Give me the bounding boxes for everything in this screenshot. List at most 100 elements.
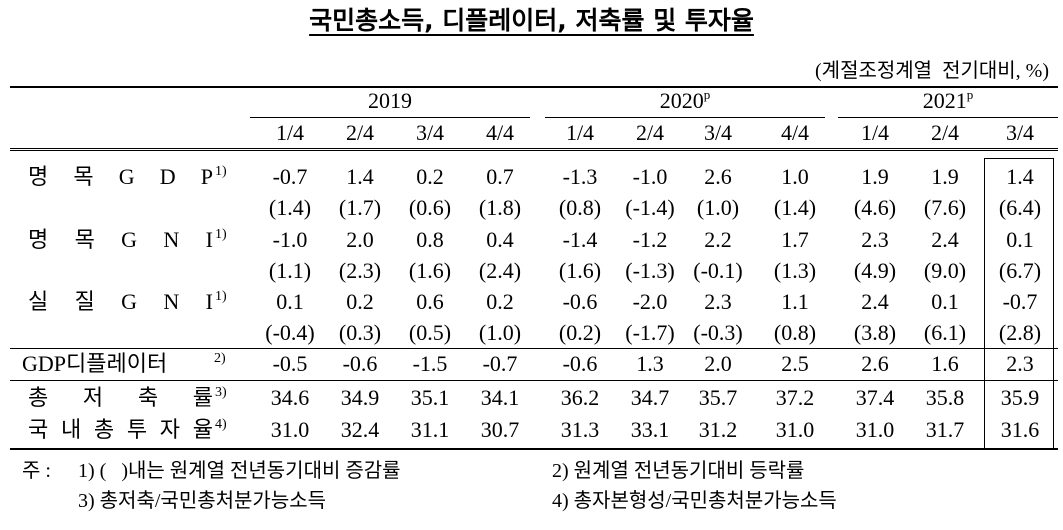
unit: (계절조정계열 전기대비, %) bbox=[815, 60, 1049, 82]
cell-yoy: (1.8) bbox=[478, 195, 522, 220]
row-label-note: 1) bbox=[215, 289, 227, 304]
cell-yoy: (0.8) bbox=[773, 320, 817, 345]
quarter-header: 2/4 bbox=[930, 120, 960, 145]
cell-value: 35.1 bbox=[410, 385, 450, 410]
cell-value: 2.3 bbox=[861, 227, 889, 252]
cell-yoy: (2.4) bbox=[478, 258, 522, 283]
header-rule bbox=[10, 148, 1058, 149]
cell-yoy: (4.6) bbox=[853, 195, 897, 220]
year-header: 2019 bbox=[368, 88, 412, 114]
cell-yoy: (1.0) bbox=[696, 195, 740, 220]
quarter-header: 3/4 bbox=[703, 120, 733, 145]
cell-value: 31.6 bbox=[1000, 417, 1040, 442]
cell-value: 1.6 bbox=[931, 351, 959, 376]
footnote: 2) 원계열 전년동기대비 등락률 bbox=[552, 460, 805, 482]
row-rule bbox=[10, 348, 1058, 349]
cell-value: -0.5 bbox=[272, 351, 308, 376]
cell-value: -2.0 bbox=[632, 289, 668, 314]
footnote-prefix: 주 : bbox=[22, 460, 51, 482]
row-label: 실 질 G N I bbox=[28, 289, 213, 314]
cell-value: -1.0 bbox=[632, 164, 668, 189]
cell-value: -1.0 bbox=[272, 227, 308, 252]
cell-yoy: (-0.1) bbox=[693, 258, 743, 283]
quarter-header: 4/4 bbox=[485, 120, 515, 145]
cell-value: 36.2 bbox=[560, 385, 600, 410]
cell-yoy: (2.8) bbox=[998, 320, 1042, 345]
cell-yoy: (1.1) bbox=[268, 258, 312, 283]
cell-yoy: (0.2) bbox=[558, 320, 602, 345]
cell-value: 2.3 bbox=[704, 289, 732, 314]
cell-value: 0.2 bbox=[346, 289, 374, 314]
cell-value: 0.1 bbox=[1006, 227, 1034, 252]
cell-value: -1.2 bbox=[632, 227, 668, 252]
cell-yoy: (-1.7) bbox=[625, 320, 675, 345]
cell-value: 1.9 bbox=[861, 164, 889, 189]
cell-value: 0.2 bbox=[416, 164, 444, 189]
cell-value: 34.1 bbox=[480, 385, 520, 410]
cell-yoy: (1.3) bbox=[773, 258, 817, 283]
cell-yoy: (1.4) bbox=[268, 195, 312, 220]
quarter-header: 1/4 bbox=[275, 120, 305, 145]
cell-yoy: (-1.3) bbox=[625, 258, 675, 283]
cell-value: 1.9 bbox=[931, 164, 959, 189]
cell-yoy: (1.4) bbox=[773, 195, 817, 220]
row-rule bbox=[10, 380, 1058, 381]
cell-yoy: (6.7) bbox=[998, 258, 1042, 283]
cell-yoy: (6.4) bbox=[998, 195, 1042, 220]
row-label: 명 목 G D P bbox=[28, 164, 213, 189]
year-sup: p bbox=[966, 87, 974, 102]
cell-value: 32.4 bbox=[340, 417, 380, 442]
cell-value: 35.7 bbox=[698, 385, 738, 410]
cell-value: 1.0 bbox=[781, 164, 809, 189]
cell-yoy: (0.8) bbox=[558, 195, 602, 220]
footnote: 4) 총자본형성/국민총처분가능소득 bbox=[552, 490, 837, 512]
cell-value: 1.7 bbox=[781, 227, 809, 252]
year-sup: p bbox=[703, 87, 711, 102]
cell-yoy: (9.0) bbox=[923, 258, 967, 283]
cell-yoy: (-0.4) bbox=[265, 320, 315, 345]
cell-yoy: (6.1) bbox=[923, 320, 967, 345]
cell-yoy: (0.3) bbox=[338, 320, 382, 345]
cell-value: 0.4 bbox=[486, 227, 514, 252]
cell-value: 31.0 bbox=[855, 417, 895, 442]
top-rule bbox=[10, 86, 1058, 88]
cell-value: 0.6 bbox=[416, 289, 444, 314]
quarter-header: 4/4 bbox=[780, 120, 810, 145]
cell-yoy: (0.5) bbox=[408, 320, 452, 345]
cell-value: 2.2 bbox=[704, 227, 732, 252]
cell-yoy: (1.0) bbox=[478, 320, 522, 345]
cell-value: 2.5 bbox=[781, 351, 809, 376]
row-label: 국 내 총 투 자 율 bbox=[28, 417, 213, 442]
cell-value: 1.4 bbox=[346, 164, 374, 189]
cell-value: 35.8 bbox=[925, 385, 965, 410]
bottom-rule bbox=[10, 448, 1058, 450]
cell-value: 0.1 bbox=[276, 289, 304, 314]
cell-value: 33.1 bbox=[630, 417, 670, 442]
cell-value: 35.9 bbox=[1000, 385, 1040, 410]
row-label-note: 4) bbox=[215, 417, 227, 432]
cell-value: -1.5 bbox=[412, 351, 448, 376]
cell-yoy: (-0.3) bbox=[693, 320, 743, 345]
year-header: 2020p bbox=[660, 88, 711, 114]
cell-value: 0.2 bbox=[486, 289, 514, 314]
cell-value: 2.6 bbox=[861, 351, 889, 376]
footnote: 1) ( )내는 원계열 전년동기대비 증감률 bbox=[78, 460, 401, 482]
cell-value: 31.0 bbox=[775, 417, 815, 442]
cell-value: 31.3 bbox=[560, 417, 600, 442]
cell-yoy: (7.6) bbox=[923, 195, 967, 220]
cell-value: 2.0 bbox=[704, 351, 732, 376]
quarter-header: 3/4 bbox=[415, 120, 445, 145]
cell-value: 34.7 bbox=[630, 385, 670, 410]
cell-value: -0.6 bbox=[342, 351, 378, 376]
cell-value: -0.7 bbox=[272, 164, 308, 189]
cell-value: 31.0 bbox=[270, 417, 310, 442]
cell-value: 2.3 bbox=[1006, 351, 1034, 376]
row-label: GDP디플레이터 bbox=[22, 351, 168, 376]
year-rule bbox=[250, 117, 530, 118]
row-label-note: 2) bbox=[214, 351, 226, 366]
title-wrap: 국민총소득, 디플레이터, 저축률 및 투자율 bbox=[0, 8, 1063, 34]
quarter-header: 3/4 bbox=[1005, 120, 1035, 145]
row-label: 명 목 G N I bbox=[28, 227, 213, 252]
cell-value: -0.6 bbox=[562, 351, 598, 376]
